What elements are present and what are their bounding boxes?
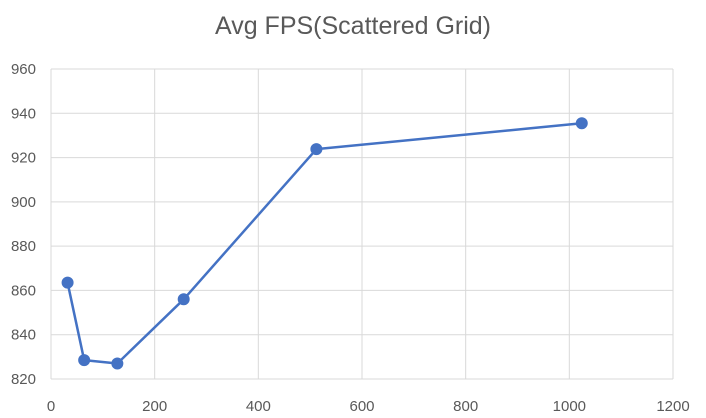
y-tick-label: 960 (11, 61, 36, 78)
data-point (111, 357, 124, 370)
data-point (310, 143, 323, 156)
x-tick-label: 600 (349, 398, 374, 415)
chart-title: Avg FPS(Scattered Grid) (214, 12, 492, 40)
series-layer (61, 117, 588, 370)
x-tick-label: 1000 (553, 398, 586, 415)
grid-layer (50, 68, 674, 380)
data-point (177, 293, 190, 306)
y-tick-label: 940 (11, 105, 36, 122)
data-point (61, 276, 74, 289)
y-tick-label: 860 (11, 282, 36, 299)
y-tick-label: 880 (11, 238, 36, 255)
x-tick-label: 800 (453, 398, 478, 415)
x-tick-label: 1200 (656, 398, 689, 415)
x-tick-label: 0 (47, 398, 55, 415)
y-tick-label: 920 (11, 150, 36, 167)
x-tick-label: 200 (142, 398, 167, 415)
x-tick-label: 400 (246, 398, 271, 415)
y-tick-label: 820 (11, 371, 36, 388)
y-tick-label: 840 (11, 327, 36, 344)
series-line (66, 122, 584, 365)
axis-layer: 820 840 860 880 900 920 940 960 0 200 400 600 800 100… (11, 61, 690, 415)
data-point (78, 354, 91, 367)
y-tick-label: 900 (11, 194, 36, 211)
data-point (575, 117, 588, 130)
